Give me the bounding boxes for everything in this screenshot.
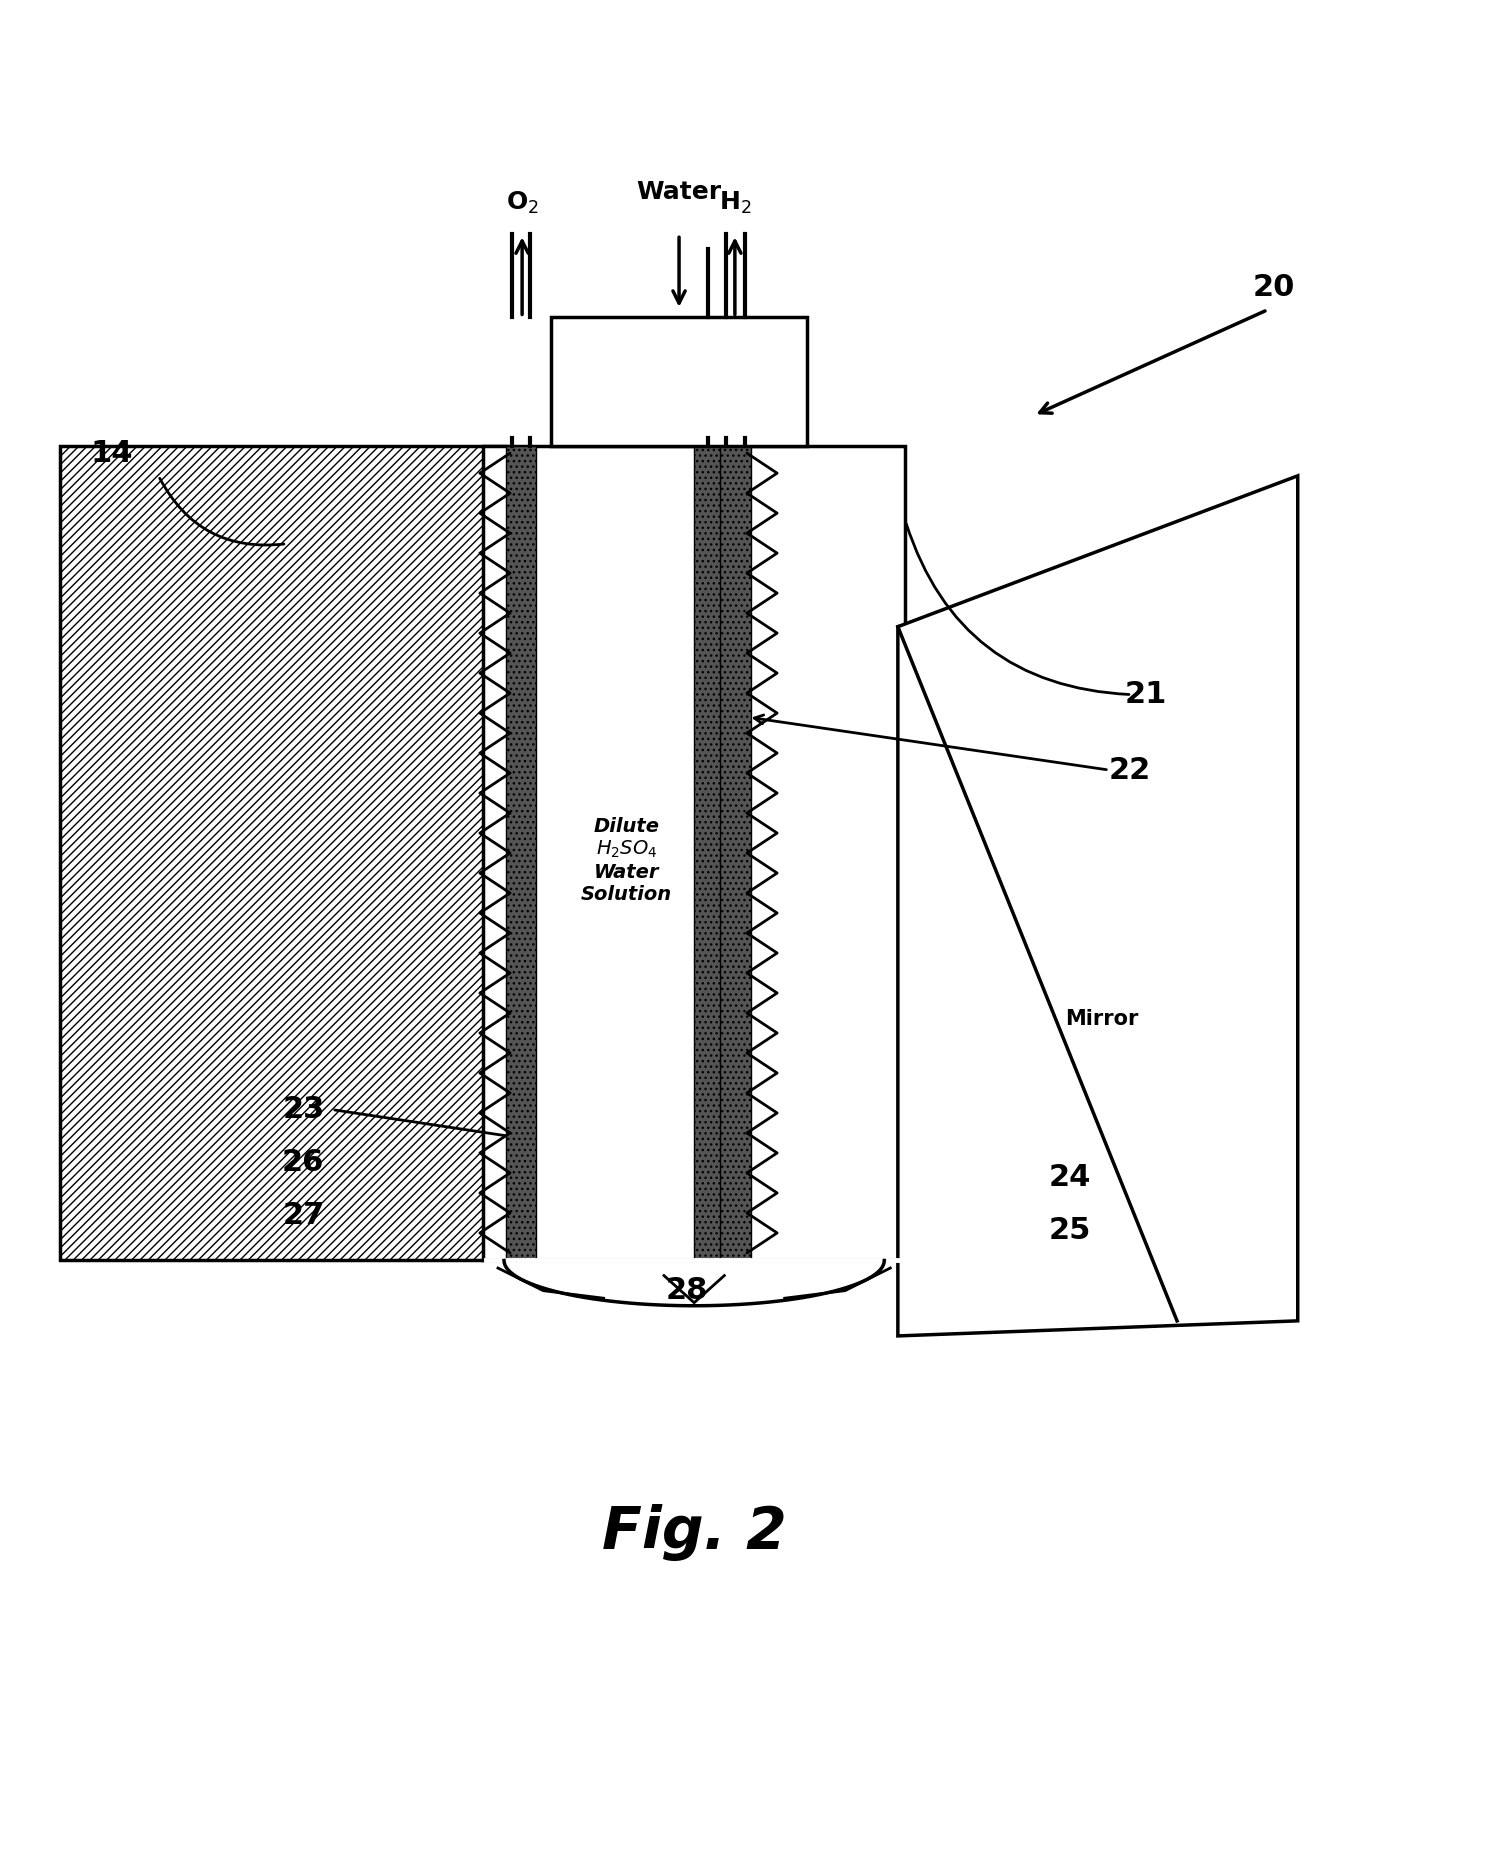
Bar [60, 446, 506, 1261]
Text: Fig. 2: Fig. 2 [602, 1504, 786, 1560]
Text: 14: 14 [91, 438, 133, 468]
Text: 26: 26 [282, 1148, 324, 1177]
Text: 20: 20 [1252, 273, 1295, 301]
Text: H$_2$: H$_2$ [718, 189, 751, 215]
Bar [506, 446, 536, 1261]
Text: 21: 21 [1124, 680, 1166, 709]
Text: 23: 23 [282, 1096, 324, 1123]
Bar [551, 318, 807, 446]
Text: 28: 28 [665, 1276, 708, 1305]
Bar [483, 446, 905, 1261]
Polygon shape [898, 475, 1298, 1335]
Text: Mirror: Mirror [1065, 1008, 1138, 1029]
Bar [751, 446, 1252, 1261]
Bar [694, 446, 721, 1261]
Text: O$_2$: O$_2$ [506, 189, 539, 215]
Text: Water: Water [637, 180, 721, 204]
Text: 24: 24 [1049, 1162, 1091, 1192]
Text: 27: 27 [282, 1201, 324, 1229]
Text: 22: 22 [1109, 756, 1151, 784]
Text: 25: 25 [1049, 1216, 1091, 1244]
Bar [720, 446, 751, 1261]
Text: Dilute
$H_2SO_4$
Water
Solution: Dilute $H_2SO_4$ Water Solution [581, 817, 672, 904]
